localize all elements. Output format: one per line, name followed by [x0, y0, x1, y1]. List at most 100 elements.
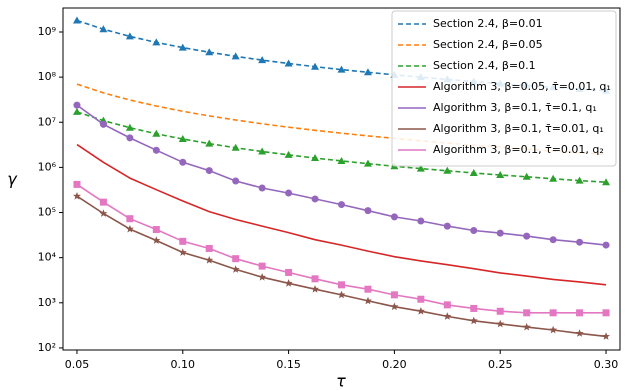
series-line — [76, 19, 607, 92]
x-tick-label: 0.10 — [171, 358, 196, 371]
marker — [125, 32, 134, 40]
marker — [602, 332, 610, 340]
x-tick-label: 0.30 — [594, 358, 619, 371]
series-line — [76, 83, 607, 156]
marker — [258, 147, 267, 155]
legend-label: Section 2.4, β=0.1 — [433, 59, 536, 72]
marker — [99, 120, 107, 128]
marker — [470, 304, 478, 312]
marker — [284, 150, 293, 158]
legend-label: Algorithm 3, β=0.05, τ̄=0.01, q₁ — [433, 80, 611, 93]
x-tick-label: 0.15 — [276, 358, 301, 371]
marker — [443, 312, 452, 320]
marker — [576, 238, 584, 246]
marker — [523, 309, 531, 317]
marker — [311, 275, 319, 283]
marker — [338, 201, 345, 209]
marker — [311, 285, 319, 293]
marker — [338, 281, 345, 289]
marker — [311, 62, 320, 70]
marker — [522, 172, 531, 180]
marker — [205, 256, 214, 264]
marker — [178, 248, 187, 256]
series-line — [76, 143, 607, 286]
marker — [258, 262, 266, 270]
marker — [285, 268, 293, 276]
marker — [99, 198, 107, 206]
marker — [232, 177, 240, 185]
marker — [258, 273, 267, 281]
legend-label: Section 2.4, β=0.05 — [433, 38, 543, 51]
legend-box — [391, 10, 617, 167]
marker — [390, 291, 398, 299]
marker — [205, 244, 213, 252]
x-axis-label: τ — [336, 372, 346, 390]
marker — [363, 68, 372, 76]
marker — [231, 265, 240, 273]
y-axis-label: γ — [7, 170, 18, 189]
marker — [337, 156, 346, 164]
marker — [73, 180, 81, 188]
marker — [258, 184, 266, 192]
marker — [285, 189, 293, 197]
marker — [99, 209, 108, 217]
marker — [549, 236, 557, 244]
marker — [337, 65, 346, 73]
marker — [496, 307, 504, 315]
marker — [390, 213, 398, 221]
series-line — [76, 111, 607, 183]
marker — [311, 195, 319, 203]
marker — [72, 16, 81, 24]
y-tick-label: 10² — [38, 341, 56, 354]
marker — [390, 302, 399, 311]
marker — [152, 146, 160, 154]
marker — [178, 135, 187, 143]
marker — [549, 174, 558, 182]
marker — [152, 38, 161, 46]
x-tick-label: 0.20 — [382, 358, 407, 371]
marker — [72, 107, 81, 115]
marker — [576, 309, 584, 317]
legend-label: Algorithm 3, β=0.1, τ̄=0.01, q₁ — [433, 122, 604, 135]
x-tick-label: 0.25 — [488, 358, 513, 371]
marker — [258, 56, 267, 64]
marker — [73, 101, 81, 109]
marker — [417, 295, 425, 303]
marker — [152, 236, 161, 244]
marker — [469, 316, 478, 325]
marker — [416, 307, 425, 315]
marker — [602, 178, 611, 186]
marker — [496, 170, 505, 178]
marker — [364, 285, 372, 293]
marker — [443, 166, 452, 174]
marker — [363, 159, 372, 167]
marker — [496, 319, 505, 328]
marker — [575, 329, 584, 337]
marker — [602, 241, 610, 249]
marker — [364, 207, 372, 215]
y-tick-label: 10⁸ — [38, 70, 57, 83]
marker — [284, 59, 293, 67]
marker — [443, 222, 451, 230]
marker — [522, 322, 531, 331]
marker — [575, 176, 584, 184]
marker — [470, 226, 478, 234]
marker — [126, 134, 134, 142]
marker — [602, 309, 610, 317]
marker — [205, 48, 214, 56]
marker — [73, 192, 81, 200]
marker — [99, 25, 108, 33]
marker — [152, 129, 161, 137]
marker — [549, 309, 557, 317]
marker — [179, 237, 187, 245]
marker — [337, 290, 346, 299]
marker — [125, 123, 134, 131]
legend-label: Algorithm 3, β=0.1, τ̄=0.1, q₁ — [433, 101, 597, 114]
legend-label: Section 2.4, β=0.01 — [433, 17, 543, 30]
y-tick-label: 10³ — [38, 296, 56, 309]
y-tick-label: 10⁶ — [38, 160, 57, 173]
x-tick-label: 0.05 — [65, 358, 90, 371]
marker — [205, 139, 214, 147]
marker — [231, 52, 240, 60]
